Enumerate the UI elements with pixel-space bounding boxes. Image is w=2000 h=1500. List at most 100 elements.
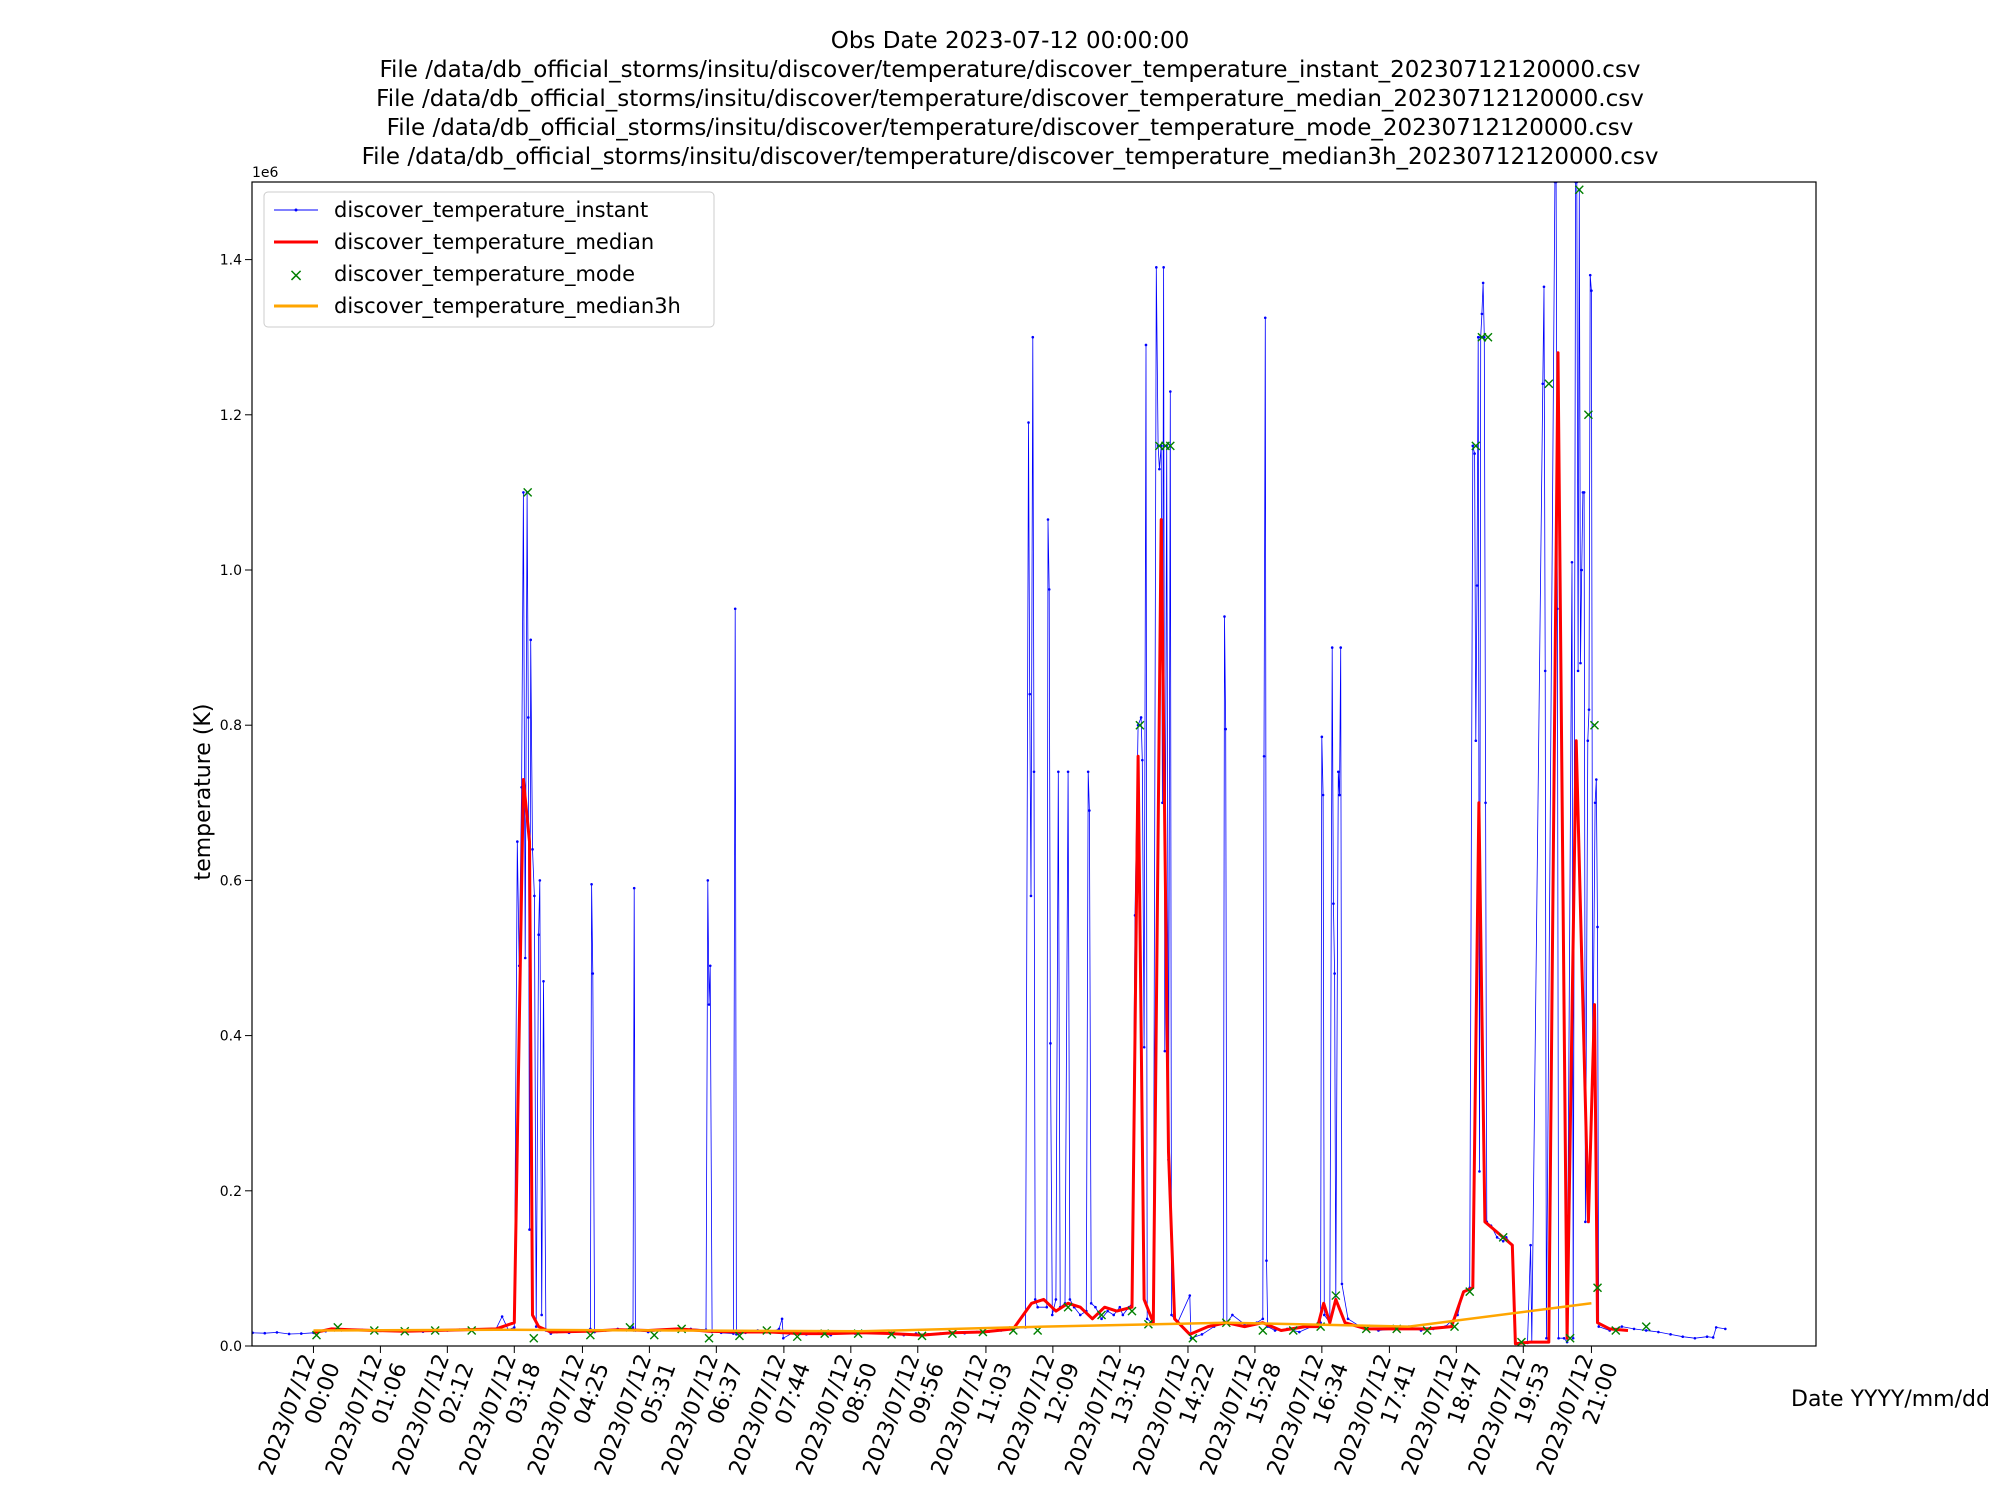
instant-point [1170,1313,1173,1317]
instant-point [1298,1330,1301,1334]
instant-point [1032,770,1036,774]
instant-point [1068,1298,1072,1301]
y-tick-label: 0.6 [220,873,242,889]
instant-point [537,933,540,937]
instant-point [1593,801,1597,805]
instant-point [1346,1317,1350,1321]
instant-point [516,840,519,843]
instant-point [1595,778,1598,781]
instant-point [1332,902,1335,905]
instant-point [1474,739,1478,743]
y-tick-label: 1.2 [220,408,242,424]
instant-point [1597,1325,1601,1328]
y-tick-label: 0.0 [220,1339,242,1355]
series-discover_temperature_median3h [313,1302,1592,1333]
mode-point-marker [704,1333,714,1343]
y-tick-label: 1.4 [220,253,242,269]
instant-point [1273,1329,1277,1332]
instant-point [631,1326,635,1329]
instant-point [1557,1336,1560,1340]
instant-point [1078,1313,1082,1317]
instant-point [1321,793,1325,797]
legend-median3h-label: discover_temperature_median3h [334,294,681,319]
instant-point [542,979,545,983]
instant-point [1576,669,1580,673]
instant-point [1339,646,1343,649]
instant-point [1142,1045,1146,1049]
mode-point-marker [1465,1287,1475,1297]
instant-point [533,894,536,898]
instant-point [1188,1294,1192,1297]
mode-point-marker [734,1331,744,1341]
instant-point [1047,588,1051,591]
instant-point [1320,735,1324,739]
x-axis-label: Date YYYY/mm/dd [1791,1387,1990,1412]
instant-point [1333,972,1336,975]
instant-point [1057,770,1060,774]
instant-point [1100,1317,1103,1321]
instant-point [1580,568,1584,572]
instant-point [707,1003,711,1006]
series-discover_temperature_mode [312,185,1651,1346]
instant-point [1330,646,1334,649]
instant-point [1066,770,1070,774]
instant-point [781,1336,785,1340]
instant-point [1480,312,1484,316]
instant-point [1322,1313,1326,1317]
instant-point [1545,1336,1548,1340]
instant-point [1089,1302,1093,1305]
mode-point-marker [1516,1337,1526,1346]
mode-point-marker [1565,1333,1575,1343]
instant-point [1223,615,1226,618]
y-tick-label: 1.0 [220,563,242,579]
instant-point [1584,1220,1587,1224]
instant-point [1644,1329,1648,1332]
instant-point [1483,335,1486,339]
chart-subtitle-4: File /data/db_official_storms/insitu/dis… [362,144,1659,170]
legend-box [263,191,715,328]
instant-point [1261,1317,1265,1321]
instant-point [1724,1327,1727,1331]
instant-point [1475,584,1479,587]
instant-point [1542,285,1546,289]
instant-point [1141,758,1144,762]
mode-point-marker [792,1332,802,1342]
instant-point [1495,1236,1499,1239]
instant-point [1106,1309,1109,1313]
instant-point [1155,266,1158,269]
instant-point [299,1332,303,1335]
y-axis-label: temperature (K) [191,704,216,881]
chart-title: Obs Date 2023-07-12 00:00:00 [831,28,1190,54]
instant-point [1501,1239,1505,1243]
instant-point [1541,382,1545,386]
instant-point [632,886,636,890]
legend: discover_temperature_instant discover_te… [263,191,715,328]
instant-point [1471,444,1475,448]
instant-point [528,1228,531,1231]
series-line [313,351,1629,1346]
instant-point [1476,335,1480,339]
instant-point [531,848,534,851]
instant-point [591,972,595,975]
instant-point [1112,1313,1116,1317]
instant-point [1340,1282,1344,1286]
mode-point-marker [1593,1283,1603,1293]
instant-point [1224,727,1227,731]
series-discover_temperature_instant [252,182,1727,1345]
instant-point [706,879,710,882]
instant-point [1693,1336,1697,1340]
mode-point-marker [529,1333,539,1343]
instant-point [1657,1330,1660,1334]
legend-instant-marker [294,208,298,212]
mode-point-marker [1165,441,1175,451]
instant-point [1049,1042,1052,1045]
y-axis-ticks: 0.0 0.2 0.4 0.6 0.8 1.0 1.2 1.4 [220,253,252,1355]
instant-point [1027,421,1030,424]
instant-point [529,638,533,642]
instant-point [1231,1313,1234,1317]
mode-point-marker [1135,720,1145,730]
instant-point [733,607,737,611]
mode-point-marker [585,1330,595,1340]
instant-point [1669,1333,1672,1336]
mode-point-marker [1422,1325,1432,1335]
